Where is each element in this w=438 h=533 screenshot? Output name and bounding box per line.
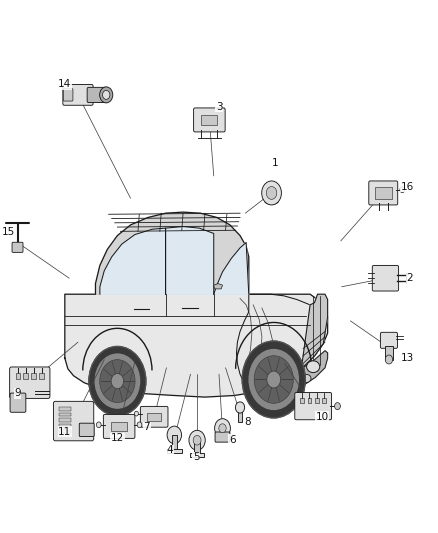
Bar: [238, 408, 242, 422]
Bar: [385, 346, 392, 360]
Circle shape: [400, 187, 405, 192]
Circle shape: [219, 424, 226, 433]
Polygon shape: [166, 227, 214, 294]
Text: 9: 9: [14, 389, 21, 398]
FancyBboxPatch shape: [10, 393, 26, 413]
Bar: [24, 374, 28, 379]
Bar: [374, 187, 392, 198]
Circle shape: [111, 374, 124, 389]
Bar: [32, 374, 36, 379]
Text: 13: 13: [401, 353, 414, 363]
Bar: [59, 418, 71, 422]
Bar: [172, 435, 177, 449]
Text: 16: 16: [401, 182, 414, 191]
Text: 6: 6: [229, 435, 236, 445]
FancyBboxPatch shape: [140, 406, 168, 427]
Ellipse shape: [307, 361, 320, 373]
Circle shape: [134, 411, 138, 416]
Polygon shape: [65, 294, 328, 397]
Circle shape: [249, 350, 298, 409]
Text: 5: 5: [193, 453, 200, 462]
Text: 4: 4: [166, 446, 173, 455]
Text: 10: 10: [315, 412, 328, 422]
Polygon shape: [100, 228, 166, 294]
Circle shape: [266, 187, 277, 199]
Text: 2: 2: [406, 273, 413, 283]
Bar: [59, 430, 71, 433]
Polygon shape: [95, 212, 249, 294]
Circle shape: [335, 402, 340, 410]
Bar: [300, 398, 304, 403]
Circle shape: [189, 430, 205, 450]
Circle shape: [167, 426, 182, 443]
FancyBboxPatch shape: [63, 84, 93, 106]
Circle shape: [99, 87, 113, 103]
Bar: [315, 398, 319, 403]
Text: 7: 7: [143, 423, 150, 432]
Circle shape: [95, 354, 140, 408]
FancyBboxPatch shape: [380, 333, 398, 349]
FancyBboxPatch shape: [12, 242, 23, 252]
Polygon shape: [301, 294, 328, 369]
Circle shape: [385, 355, 392, 364]
Bar: [194, 440, 200, 454]
Circle shape: [89, 346, 146, 416]
Circle shape: [102, 91, 110, 99]
Circle shape: [236, 402, 244, 413]
Bar: [190, 453, 204, 457]
Polygon shape: [214, 243, 249, 294]
Bar: [39, 374, 44, 379]
Circle shape: [100, 360, 135, 402]
Circle shape: [215, 419, 230, 438]
Ellipse shape: [302, 374, 311, 383]
Bar: [59, 424, 71, 427]
Bar: [59, 407, 71, 410]
Circle shape: [242, 341, 305, 418]
FancyBboxPatch shape: [369, 181, 398, 205]
Circle shape: [137, 422, 142, 427]
FancyBboxPatch shape: [372, 265, 399, 291]
Bar: [111, 422, 127, 431]
Polygon shape: [237, 294, 325, 389]
Bar: [307, 398, 311, 403]
Polygon shape: [214, 284, 223, 289]
Bar: [147, 413, 161, 421]
FancyBboxPatch shape: [103, 415, 135, 438]
Text: 1: 1: [271, 158, 278, 167]
Text: 12: 12: [111, 433, 124, 443]
Circle shape: [96, 422, 101, 427]
Bar: [59, 413, 71, 416]
Bar: [201, 115, 217, 125]
Text: 3: 3: [215, 102, 223, 111]
Text: 14: 14: [58, 79, 71, 89]
Circle shape: [267, 371, 281, 388]
Bar: [167, 449, 181, 453]
FancyBboxPatch shape: [63, 88, 73, 101]
FancyBboxPatch shape: [295, 392, 332, 420]
Text: 11: 11: [58, 427, 71, 437]
Text: 15: 15: [2, 227, 15, 237]
Polygon shape: [278, 351, 328, 389]
Text: 8: 8: [244, 417, 251, 427]
Circle shape: [254, 356, 293, 403]
Ellipse shape: [265, 199, 278, 204]
FancyBboxPatch shape: [194, 108, 225, 132]
Circle shape: [193, 435, 201, 445]
FancyBboxPatch shape: [53, 401, 94, 441]
Circle shape: [261, 181, 281, 205]
Bar: [322, 398, 326, 403]
FancyBboxPatch shape: [87, 87, 107, 102]
FancyBboxPatch shape: [10, 367, 50, 399]
Bar: [16, 374, 20, 379]
FancyBboxPatch shape: [79, 423, 94, 437]
FancyBboxPatch shape: [215, 432, 230, 442]
